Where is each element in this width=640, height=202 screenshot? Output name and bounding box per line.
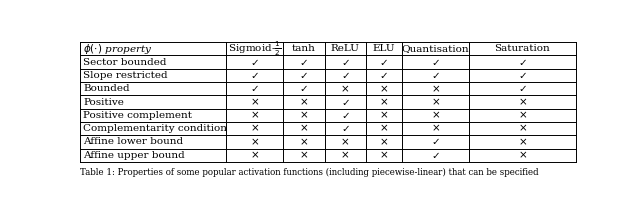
Text: $\checkmark$: $\checkmark$ — [340, 124, 349, 133]
Text: $\checkmark$: $\checkmark$ — [300, 71, 308, 80]
Text: Positive complement: Positive complement — [83, 111, 192, 120]
Text: $\checkmark$: $\checkmark$ — [518, 84, 527, 93]
Text: $\times$: $\times$ — [340, 150, 349, 160]
Text: $\checkmark$: $\checkmark$ — [250, 84, 259, 93]
Text: $\checkmark$: $\checkmark$ — [380, 58, 388, 67]
Text: $\checkmark$: $\checkmark$ — [300, 58, 308, 67]
Text: $\times$: $\times$ — [250, 123, 259, 134]
Text: Affine lower bound: Affine lower bound — [83, 137, 183, 146]
Text: Positive: Positive — [83, 98, 124, 106]
Text: Complementarity condition: Complementarity condition — [83, 124, 227, 133]
Text: $\checkmark$: $\checkmark$ — [340, 71, 349, 80]
Text: $\checkmark$: $\checkmark$ — [518, 58, 527, 67]
Text: $\times$: $\times$ — [518, 123, 527, 134]
Text: ELU: ELU — [372, 44, 395, 53]
Text: $\times$: $\times$ — [431, 84, 440, 94]
Text: $\times$: $\times$ — [379, 97, 388, 107]
Text: $\times$: $\times$ — [250, 110, 259, 120]
Text: $\times$: $\times$ — [300, 123, 308, 134]
Text: $\times$: $\times$ — [340, 137, 349, 147]
Text: $\checkmark$: $\checkmark$ — [380, 71, 388, 80]
Text: $\times$: $\times$ — [518, 97, 527, 107]
Text: $\times$: $\times$ — [518, 110, 527, 120]
Text: $\times$: $\times$ — [431, 123, 440, 134]
Text: Affine upper bound: Affine upper bound — [83, 151, 185, 160]
Text: $\times$: $\times$ — [518, 137, 527, 147]
Text: $\times$: $\times$ — [300, 150, 308, 160]
Text: $\times$: $\times$ — [518, 150, 527, 160]
Text: $\times$: $\times$ — [379, 137, 388, 147]
Text: $\times$: $\times$ — [340, 84, 349, 94]
Text: $\checkmark$: $\checkmark$ — [250, 58, 259, 67]
Text: $\checkmark$: $\checkmark$ — [431, 151, 440, 160]
Text: Quantisation: Quantisation — [401, 44, 469, 53]
Text: Saturation: Saturation — [495, 44, 550, 53]
Text: $\times$: $\times$ — [250, 150, 259, 160]
Text: Slope restricted: Slope restricted — [83, 71, 168, 80]
Text: tanh: tanh — [292, 44, 316, 53]
Text: Sigmoid-$\frac{1}{2}$: Sigmoid-$\frac{1}{2}$ — [228, 40, 282, 58]
Text: $\times$: $\times$ — [379, 110, 388, 120]
Text: $\times$: $\times$ — [300, 97, 308, 107]
Text: $\times$: $\times$ — [250, 137, 259, 147]
Text: $\times$: $\times$ — [300, 110, 308, 120]
Text: $\times$: $\times$ — [379, 123, 388, 134]
Text: $\checkmark$: $\checkmark$ — [431, 58, 440, 67]
Text: ReLU: ReLU — [331, 44, 360, 53]
Text: $\times$: $\times$ — [379, 150, 388, 160]
Text: Bounded: Bounded — [83, 84, 130, 93]
Text: Table 1: Properties of some popular activation functions (including piecewise-li: Table 1: Properties of some popular acti… — [80, 168, 539, 177]
Text: $\times$: $\times$ — [250, 97, 259, 107]
Text: $\times$: $\times$ — [431, 110, 440, 120]
Text: $\checkmark$: $\checkmark$ — [250, 71, 259, 80]
Text: $\checkmark$: $\checkmark$ — [431, 137, 440, 146]
Text: $\checkmark$: $\checkmark$ — [431, 71, 440, 80]
Text: Sector bounded: Sector bounded — [83, 58, 166, 67]
Text: $\times$: $\times$ — [379, 84, 388, 94]
Text: $\checkmark$: $\checkmark$ — [300, 84, 308, 93]
Text: $\checkmark$: $\checkmark$ — [340, 111, 349, 120]
Text: $\checkmark$: $\checkmark$ — [518, 71, 527, 80]
Text: $\phi(\cdot)$ property: $\phi(\cdot)$ property — [83, 42, 152, 56]
Text: $\checkmark$: $\checkmark$ — [340, 98, 349, 106]
Text: $\times$: $\times$ — [300, 137, 308, 147]
Text: $\times$: $\times$ — [431, 97, 440, 107]
Text: $\checkmark$: $\checkmark$ — [340, 58, 349, 67]
